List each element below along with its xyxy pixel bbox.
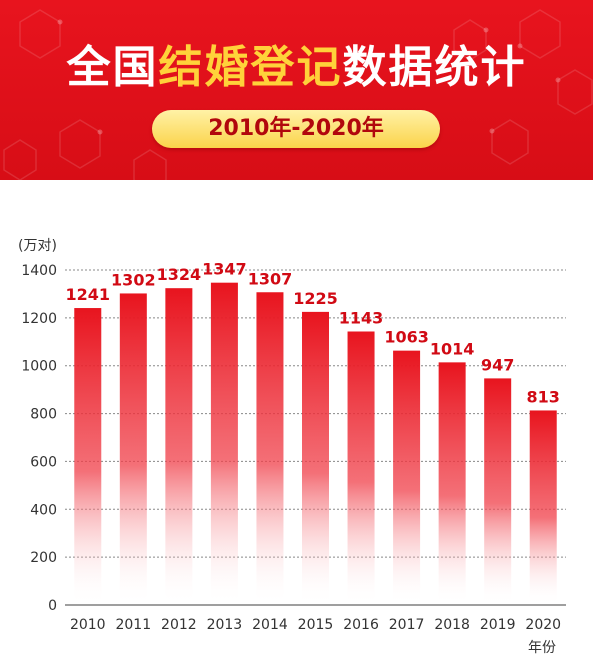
bar-value-label: 1307 xyxy=(248,269,293,288)
bar-value-label: 1063 xyxy=(384,328,429,347)
x-tick-label: 2012 xyxy=(161,617,197,633)
x-tick-label: 2010 xyxy=(70,617,106,633)
bar-value-label: 1302 xyxy=(111,270,156,289)
bar xyxy=(393,350,421,605)
bar-value-label: 813 xyxy=(527,387,560,406)
bar xyxy=(256,292,284,605)
x-axis-ticks: 2010 2011 2012 2013 2014 2015 2016 2017 2018 2019… xyxy=(70,617,561,633)
subtitle-pill: 2010年-2020年 xyxy=(152,110,440,148)
x-tick-label: 2013 xyxy=(207,617,243,633)
bar-value-label: 1143 xyxy=(339,308,384,327)
bar xyxy=(347,331,375,605)
bar-value-label: 1324 xyxy=(157,265,202,284)
y-tick-label: 800 xyxy=(30,407,57,423)
bar-value-label: 947 xyxy=(481,355,514,374)
y-tick-label: 1200 xyxy=(21,311,57,327)
title-part-1: 全国 xyxy=(66,42,159,93)
bar-value-label: 1014 xyxy=(430,339,475,358)
x-tick-label: 2011 xyxy=(115,617,151,633)
hexagon-pattern-decoration xyxy=(3,9,593,180)
y-tick-label: 0 xyxy=(48,598,57,614)
y-axis-unit: (万对) xyxy=(18,238,57,254)
x-tick-label: 2014 xyxy=(252,617,288,633)
x-tick-label: 2020 xyxy=(525,617,561,633)
bar xyxy=(74,308,102,605)
y-tick-label: 600 xyxy=(30,454,57,470)
x-tick-label: 2015 xyxy=(298,617,334,633)
x-tick-label: 2018 xyxy=(434,617,470,633)
x-tick-label: 2017 xyxy=(389,617,425,633)
x-axis-unit: 年份 xyxy=(528,640,556,656)
bar-value-label: 1347 xyxy=(202,260,247,279)
bar xyxy=(210,282,238,605)
bar xyxy=(438,362,466,605)
bar xyxy=(302,311,329,605)
bar-value-label: 1241 xyxy=(66,285,111,304)
grid-lines xyxy=(65,269,566,606)
y-tick-label: 200 xyxy=(30,550,57,566)
y-axis-ticks: 0 200 400 600 800 1000 1200 1400 xyxy=(21,263,57,614)
page-title: 全国结婚登记数据统计 xyxy=(0,40,593,96)
bar xyxy=(119,293,147,605)
title-part-2-highlight: 结婚登记 xyxy=(158,42,343,93)
bar-value-label: 1225 xyxy=(293,289,338,308)
bar xyxy=(529,410,557,605)
x-tick-label: 2016 xyxy=(343,617,379,633)
bar xyxy=(484,378,512,605)
bars xyxy=(74,282,557,605)
y-tick-label: 1400 xyxy=(21,263,57,279)
subtitle-text: 2010年-2020年 xyxy=(208,116,384,141)
y-tick-label: 400 xyxy=(30,502,57,518)
title-part-3: 数据统计 xyxy=(342,42,527,93)
header-banner: 全国结婚登记数据统计 2010年-2020年 xyxy=(0,0,593,180)
y-tick-label: 1000 xyxy=(21,359,57,375)
bar xyxy=(165,288,193,605)
x-tick-label: 2019 xyxy=(480,617,516,633)
